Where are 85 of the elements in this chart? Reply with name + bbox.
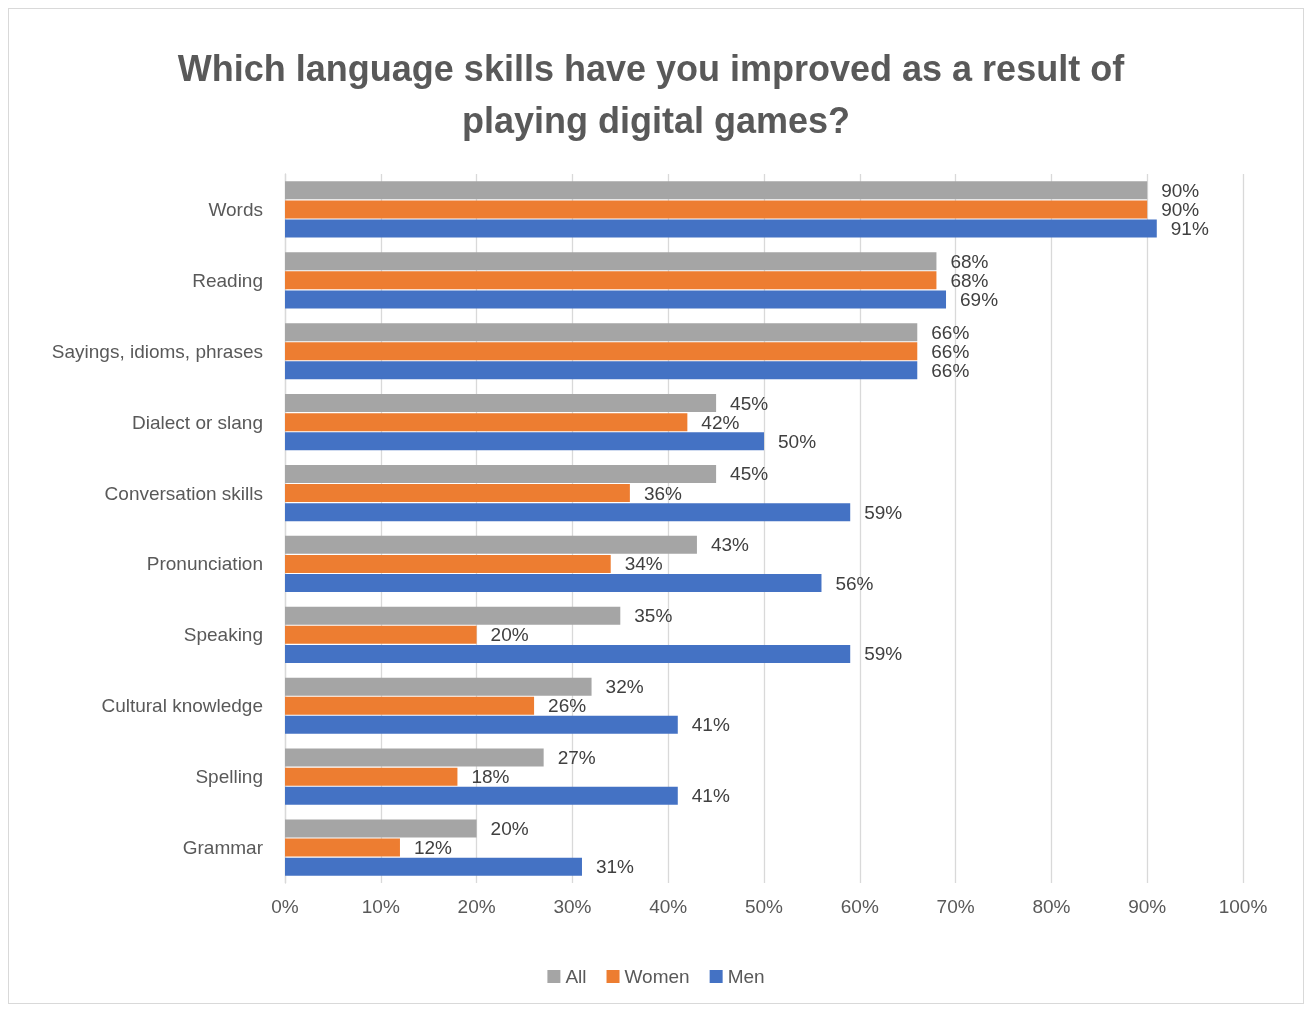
- bar: [285, 464, 717, 483]
- chart-title: Which language skills have you improved as a result of playing digital games?: [177, 47, 1135, 141]
- data-label: 59%: [864, 501, 903, 523]
- data-label: 20%: [490, 817, 529, 839]
- data-label: 66%: [931, 340, 970, 362]
- data-label: 36%: [643, 482, 683, 504]
- data-label: 59%: [864, 643, 903, 665]
- bar: [285, 644, 851, 663]
- bar: [285, 484, 630, 503]
- bar: [285, 290, 947, 309]
- y-tick-label: Pronunciation: [146, 553, 263, 575]
- bar: [285, 200, 1148, 219]
- y-tick-label: Words: [208, 198, 263, 220]
- y-tick-label: Speaking: [183, 624, 263, 646]
- data-label: 66%: [931, 321, 970, 343]
- bar: [285, 181, 1148, 200]
- x-tick-label: 20%: [457, 896, 496, 917]
- data-label: 43%: [710, 534, 750, 556]
- bar: [285, 606, 621, 625]
- data-label: 90%: [1161, 198, 1200, 220]
- data-label: 66%: [931, 359, 970, 381]
- y-tick-label: Sayings, idioms, phrases: [51, 340, 263, 362]
- data-label: 20%: [490, 624, 529, 646]
- data-label: 32%: [605, 676, 644, 698]
- x-tick-label: 10%: [361, 896, 400, 917]
- bar: [285, 503, 851, 522]
- data-label: 31%: [595, 856, 635, 878]
- x-tick-label: 90%: [1128, 896, 1167, 917]
- data-label: 45%: [730, 392, 769, 414]
- data-label: 45%: [730, 463, 769, 485]
- data-label: 90%: [1161, 179, 1200, 201]
- legend-label: All: [565, 966, 587, 987]
- y-tick-label: Conversation skills: [104, 482, 263, 504]
- bar: [285, 413, 688, 432]
- bar: [285, 361, 918, 380]
- legend-label: Women: [624, 966, 690, 987]
- y-tick-label: Grammar: [182, 837, 264, 859]
- data-label: 68%: [950, 250, 989, 272]
- bar: [285, 838, 400, 857]
- data-label: 41%: [691, 785, 730, 807]
- data-label: 42%: [701, 411, 740, 433]
- bar: [285, 574, 822, 593]
- bar: [285, 625, 477, 644]
- data-label: 12%: [413, 837, 453, 859]
- bar: [285, 252, 937, 271]
- legend-label: Men: [727, 966, 765, 987]
- x-tick-label: 40%: [649, 896, 688, 917]
- y-tick-label: Cultural knowledge: [101, 695, 263, 717]
- bar: [285, 432, 764, 451]
- x-tick-label: 80%: [1032, 896, 1071, 917]
- data-label: 41%: [691, 714, 730, 736]
- bar: [285, 342, 918, 361]
- data-label: 91%: [1170, 218, 1209, 240]
- bar: [285, 677, 592, 696]
- x-tick-label: 70%: [936, 896, 975, 917]
- x-tick-label: 50%: [744, 896, 784, 917]
- x-tick-label: 60%: [840, 896, 879, 917]
- data-label: 27%: [557, 747, 596, 769]
- data-label: 50%: [778, 430, 817, 452]
- x-tick-label: 0%: [271, 896, 299, 917]
- bar: [285, 394, 717, 413]
- data-label: 18%: [471, 766, 510, 788]
- bar: [285, 819, 477, 838]
- data-label: 69%: [960, 288, 999, 310]
- y-tick-label: Dialect or slang: [132, 411, 263, 433]
- y-tick-label: Reading: [192, 269, 263, 291]
- data-label: 68%: [950, 269, 989, 291]
- data-label: 35%: [634, 605, 673, 627]
- bar: [285, 857, 582, 876]
- bar: [285, 535, 697, 554]
- bar: [285, 786, 678, 805]
- data-label: 34%: [624, 553, 663, 575]
- x-tick-label: 100%: [1218, 896, 1268, 917]
- bar: [285, 219, 1157, 238]
- bar: [285, 767, 458, 786]
- bar: [285, 715, 678, 734]
- x-tick-label: 30%: [553, 896, 592, 917]
- bar: [285, 696, 535, 715]
- data-label: 26%: [548, 695, 587, 717]
- bar: [285, 323, 918, 342]
- bar: [285, 271, 937, 290]
- y-tick-label: Spelling: [195, 766, 263, 788]
- data-label: 56%: [835, 572, 874, 594]
- bar: [285, 748, 544, 767]
- bar: [285, 554, 611, 573]
